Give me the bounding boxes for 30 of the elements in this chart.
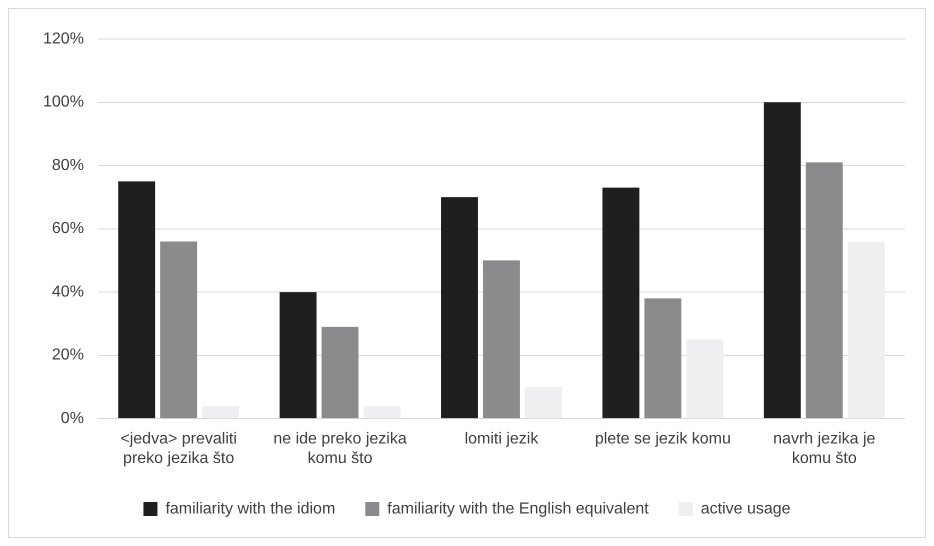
legend-label: active usage <box>700 500 791 518</box>
bar <box>364 406 400 418</box>
bar <box>202 406 240 418</box>
x-tick-label: <jedva> prevaliti preko jezika što <box>120 430 237 467</box>
bar <box>602 188 640 418</box>
bar <box>118 181 156 418</box>
x-tick-label: lomiti jezik <box>464 430 540 448</box>
bar <box>686 340 724 418</box>
bar <box>482 260 520 418</box>
bar <box>322 326 359 418</box>
x-tick-label: navrh jezika je komu što <box>773 430 876 467</box>
y-tick-label: 120% <box>43 30 84 48</box>
y-tick-label: 100% <box>43 94 84 111</box>
x-tick-label: ne ide preko jezika komu što <box>273 430 407 467</box>
bar <box>280 292 317 418</box>
y-tick-label: 40% <box>52 283 84 300</box>
y-tick-label: 60% <box>52 220 84 238</box>
bar <box>160 241 198 418</box>
y-tick-label: 0% <box>60 410 84 428</box>
bar <box>441 197 478 418</box>
bar <box>764 102 801 418</box>
bar <box>806 162 843 418</box>
bar <box>644 298 682 418</box>
bar <box>848 241 885 418</box>
y-tick-label: 80% <box>52 156 84 174</box>
y-tick-label: 20% <box>52 346 84 364</box>
legend-label: familiarity with the English equivalent <box>387 500 650 518</box>
x-tick-label: plete se jezik komu <box>594 430 731 448</box>
bar <box>524 386 562 418</box>
legend-label: familiarity with the idiom <box>165 500 336 518</box>
